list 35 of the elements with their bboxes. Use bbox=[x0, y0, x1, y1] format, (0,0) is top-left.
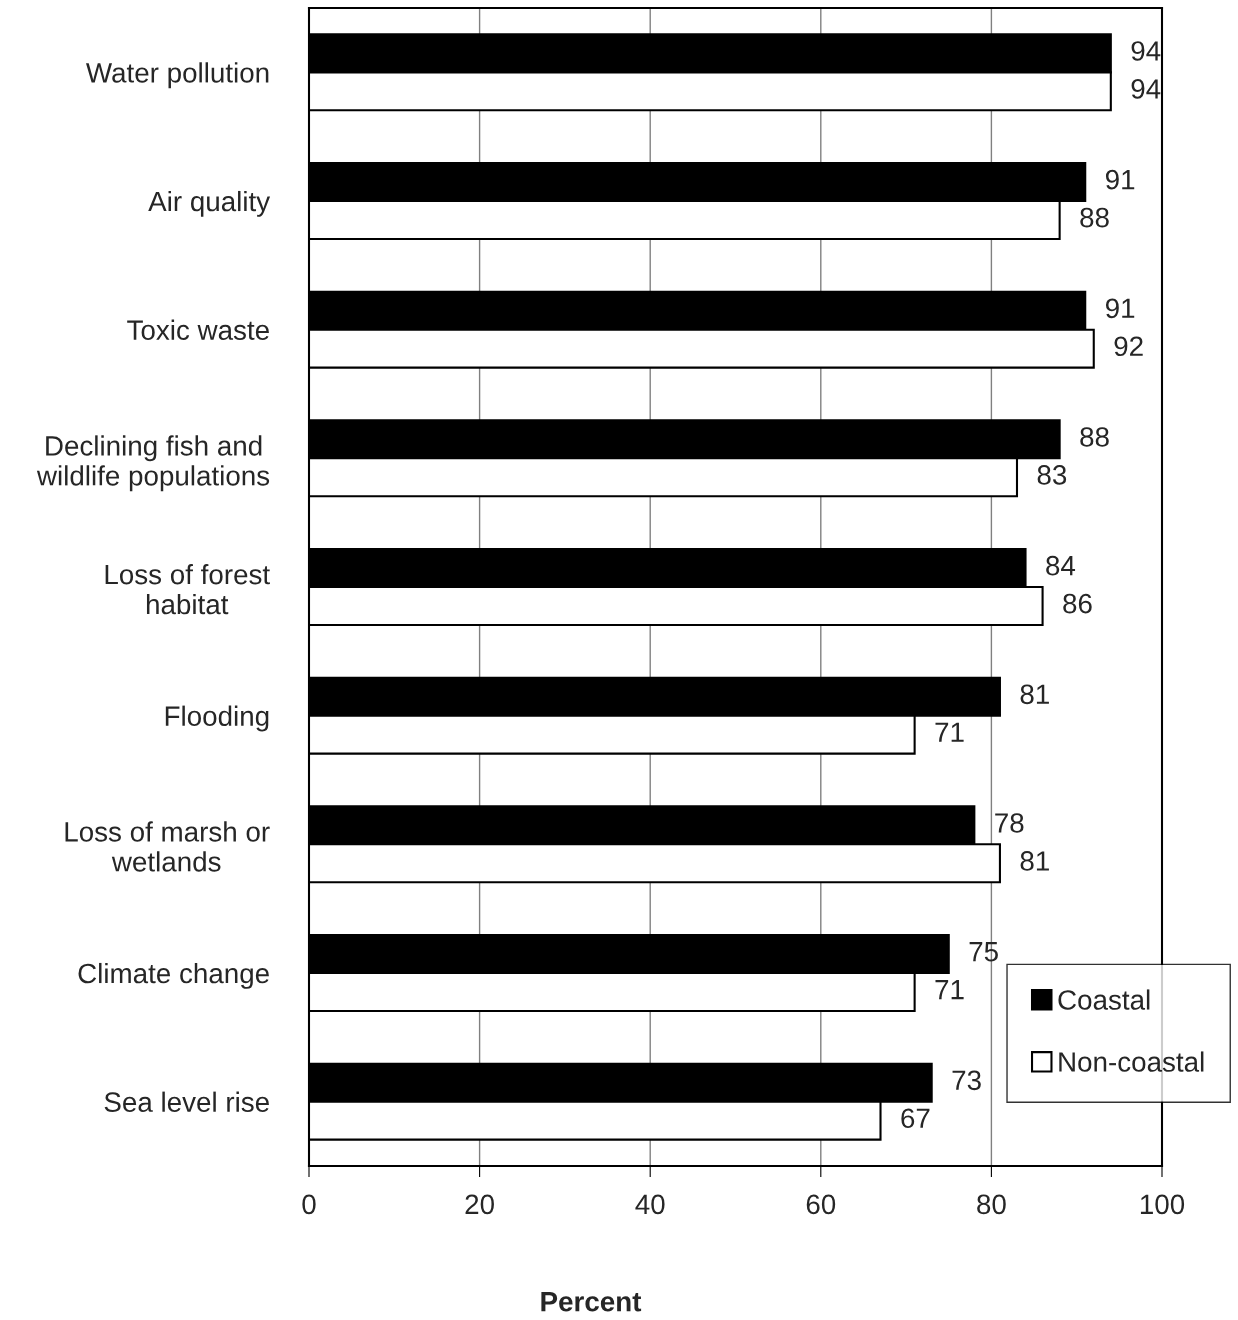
y-tick-label: Water pollution bbox=[86, 62, 269, 89]
x-tick-label: 0 bbox=[302, 1194, 316, 1215]
x-axis-title: Percent bbox=[541, 1292, 642, 1312]
x-tick-label: 40 bbox=[635, 1194, 665, 1215]
data-label: 94 bbox=[1131, 41, 1161, 61]
y-tick-label: Declining fish and wildlife populations bbox=[36, 435, 270, 492]
data-label: 88 bbox=[1080, 427, 1109, 447]
y-tick-label: Loss of marsh or wetlands bbox=[65, 821, 270, 872]
data-label: 91 bbox=[1105, 298, 1135, 319]
data-label: 83 bbox=[1037, 465, 1067, 485]
y-tick-label: Flooding bbox=[165, 705, 269, 732]
data-label: 94 bbox=[1131, 79, 1161, 99]
data-label: 91 bbox=[1105, 169, 1135, 190]
data-label: 71 bbox=[935, 980, 964, 1000]
y-tick-label: Toxic waste bbox=[127, 319, 269, 341]
x-tick-label: 80 bbox=[977, 1194, 1006, 1215]
x-tick-label: 20 bbox=[465, 1194, 494, 1215]
x-tick-label: 100 bbox=[1140, 1194, 1185, 1215]
legend-label: Coastal bbox=[1058, 989, 1150, 1010]
data-label: 78 bbox=[995, 813, 1024, 833]
data-label: 81 bbox=[1020, 684, 1049, 705]
data-label: 67 bbox=[901, 1108, 930, 1129]
data-label: 92 bbox=[1114, 336, 1143, 357]
data-label: 81 bbox=[1020, 851, 1049, 871]
legend-label: Non-coastal bbox=[1059, 1051, 1204, 1072]
x-tick-label: 60 bbox=[806, 1194, 836, 1215]
data-label: 86 bbox=[1063, 593, 1092, 614]
data-label: 73 bbox=[952, 1070, 981, 1091]
y-tick-label: Climate change bbox=[78, 962, 269, 989]
y-tick-label: Air quality bbox=[148, 190, 271, 217]
y-tick-label: Loss of forest habitat bbox=[105, 564, 270, 615]
data-label: 71 bbox=[935, 722, 964, 742]
data-label: 88 bbox=[1080, 207, 1109, 228]
y-tick-label: Sea level rise bbox=[104, 1091, 269, 1113]
data-label: 84 bbox=[1046, 555, 1076, 576]
